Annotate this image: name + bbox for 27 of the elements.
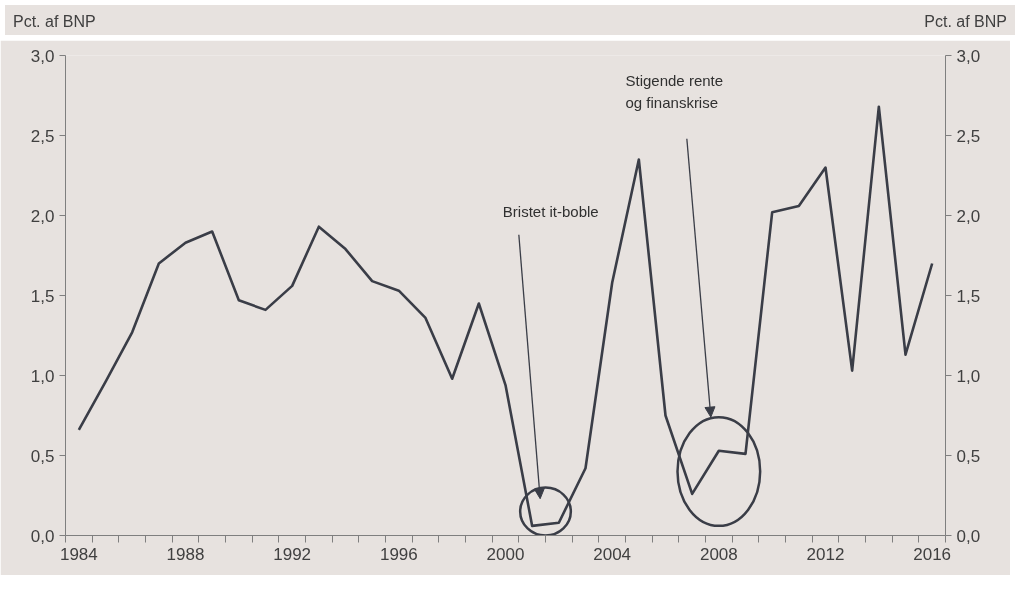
x-tick-label: 1988 bbox=[166, 544, 205, 564]
annotation: Stigende rente og finanskrise bbox=[625, 71, 724, 111]
x-tick-label: 1992 bbox=[273, 544, 312, 564]
x-tick-label: 2000 bbox=[486, 544, 525, 564]
y2-tick-label: 0,5 bbox=[956, 446, 981, 466]
y-tick-label: 2,0 bbox=[30, 206, 55, 226]
y2-tick-label: 0,0 bbox=[956, 526, 981, 546]
y-axis-title: Pct. af BNP bbox=[13, 12, 96, 32]
y-tick-label: 1,0 bbox=[30, 366, 55, 386]
y2-tick-label: 2,5 bbox=[956, 126, 981, 146]
x-tick-label: 2012 bbox=[806, 544, 845, 564]
y-tick-label: 1,5 bbox=[30, 286, 55, 306]
annotation: Bristet it-boble bbox=[502, 202, 599, 220]
y2-tick-label: 3,0 bbox=[956, 46, 981, 66]
y2-tick-label: 1,5 bbox=[956, 286, 981, 306]
x-tick-label: 1984 bbox=[59, 544, 98, 564]
x-tick-label: 1996 bbox=[379, 544, 418, 564]
x-tick-label: 2004 bbox=[593, 544, 632, 564]
y-tick-label: 3,0 bbox=[30, 46, 55, 66]
y2-axis-title: Pct. af BNP bbox=[924, 12, 1007, 32]
y-tick-label: 2,5 bbox=[30, 126, 55, 146]
y-tick-label: 0,5 bbox=[30, 446, 55, 466]
x-tick-label: 2016 bbox=[913, 544, 952, 564]
y2-tick-label: 2,0 bbox=[956, 206, 981, 226]
y2-tick-label: 1,0 bbox=[956, 366, 981, 386]
x-tick-label: 2008 bbox=[699, 544, 738, 564]
y-tick-label: 0,0 bbox=[30, 526, 55, 546]
